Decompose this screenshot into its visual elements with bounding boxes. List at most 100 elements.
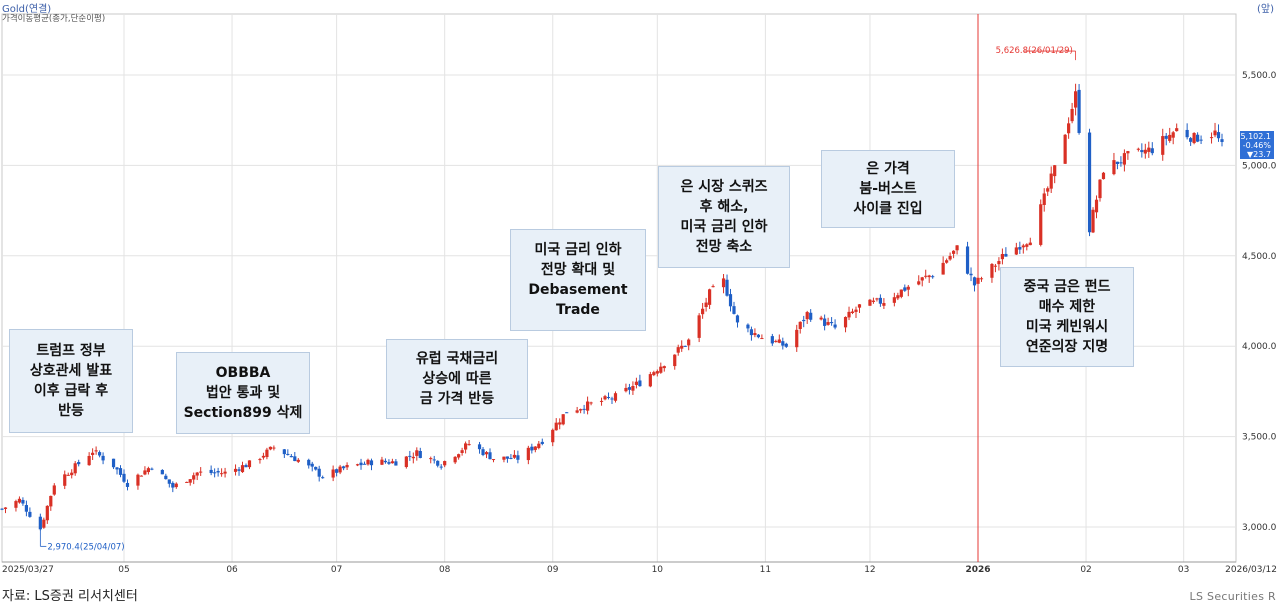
- candle-body: [1119, 162, 1123, 164]
- annotation-line: 미국 케빈워시: [1025, 319, 1109, 335]
- candle: [1000, 248, 1004, 265]
- candle: [237, 466, 241, 476]
- x-tick-label: 02: [1080, 565, 1091, 575]
- candle: [484, 451, 489, 459]
- candle: [185, 481, 189, 483]
- candle: [355, 463, 360, 467]
- x-tick-label: 06: [226, 565, 238, 575]
- candle-body: [732, 306, 736, 314]
- candle: [627, 383, 632, 395]
- candle-body: [143, 470, 147, 475]
- candle: [599, 397, 604, 406]
- candle: [1213, 122, 1217, 138]
- candle: [24, 500, 28, 517]
- annotation-line: 은 가격: [866, 161, 910, 177]
- candle-body: [993, 265, 998, 267]
- candle: [52, 483, 56, 496]
- candle: [1189, 136, 1193, 146]
- candle-body: [809, 312, 813, 320]
- candle: [582, 404, 586, 414]
- candle: [1115, 161, 1120, 170]
- candle: [701, 302, 705, 319]
- candle: [917, 275, 921, 286]
- candle-body: [73, 463, 77, 474]
- candle-body: [1087, 132, 1092, 233]
- annotation-box: OBBBA 법안 통과 및 Section899 삭제: [176, 352, 310, 434]
- candle-body: [875, 298, 879, 300]
- candle: [362, 461, 367, 465]
- candle: [331, 465, 335, 482]
- candle-body: [805, 312, 809, 320]
- candle: [979, 276, 984, 282]
- annotation-box: 유럽 국채금리 상승에 따른 금 가격 반등: [386, 339, 528, 419]
- candle-body: [432, 459, 436, 461]
- candle: [878, 294, 882, 307]
- candle-body: [331, 469, 335, 478]
- candle-body: [1196, 134, 1200, 142]
- candle: [42, 517, 46, 529]
- change-pct: -0.46%: [1242, 141, 1271, 150]
- candle: [164, 473, 168, 480]
- candle: [756, 333, 760, 339]
- candle-body: [1220, 139, 1224, 142]
- candle: [575, 406, 579, 414]
- annotation-line: 반등: [58, 403, 84, 419]
- candle: [115, 466, 119, 475]
- candle-body: [213, 472, 217, 474]
- candle-body: [244, 465, 248, 468]
- candle: [610, 396, 614, 404]
- candle: [415, 447, 419, 461]
- x-tick-label: 2026: [965, 565, 990, 575]
- candle-body: [551, 429, 555, 443]
- candle-body: [307, 459, 311, 466]
- y-axis: 3,000.0 3,500.0 4,000.0 4,500.0 5,000.0 5,500…: [1242, 71, 1277, 533]
- candle-body: [1216, 132, 1221, 139]
- candle-body: [1039, 204, 1043, 245]
- candle-body: [1140, 150, 1144, 153]
- chart-title: Gold(연결): [2, 4, 52, 15]
- candle-body: [0, 508, 4, 510]
- candle-body: [443, 461, 447, 466]
- candle-body: [45, 505, 49, 521]
- candle-body: [582, 408, 586, 410]
- candle-body: [1098, 179, 1102, 199]
- candle: [268, 446, 272, 451]
- candle: [317, 465, 321, 482]
- candle: [247, 460, 252, 470]
- candle-body: [209, 469, 213, 474]
- candle-body: [115, 467, 119, 470]
- candle-body: [701, 308, 705, 315]
- candle: [17, 496, 22, 504]
- candle-body: [854, 309, 858, 312]
- y-tick-label: 3,500.0: [1242, 433, 1277, 443]
- candle-body: [1150, 148, 1154, 154]
- candle: [122, 469, 126, 484]
- candle-body: [342, 466, 346, 469]
- candle: [3, 507, 8, 514]
- candle: [1028, 237, 1032, 246]
- candle: [380, 456, 384, 466]
- candle-body: [3, 507, 8, 509]
- candle-body: [899, 289, 903, 297]
- candle: [826, 317, 830, 326]
- candle-body: [188, 479, 192, 483]
- candle: [512, 450, 516, 459]
- gold-candlestick-chart: 3,000.0 3,500.0 4,000.0 4,500.0 5,000.0 5,500…: [0, 13, 1277, 575]
- candle-body: [136, 474, 140, 486]
- annotation-box: 은 가격 붐-버스트 사이클 진입: [821, 150, 955, 228]
- candle: [1126, 150, 1130, 160]
- candle-body: [673, 354, 677, 367]
- candle: [443, 460, 447, 468]
- candle: [369, 458, 374, 471]
- candle: [760, 334, 764, 340]
- candle: [721, 274, 726, 294]
- annotation-line: Trade: [556, 302, 600, 318]
- candle-body: [286, 453, 290, 456]
- indicator-legend: 가격이동평균(종가,단순이평): [2, 14, 106, 24]
- candle-body: [627, 387, 632, 390]
- candle-body: [460, 450, 464, 453]
- candle-body: [338, 466, 342, 473]
- annotation-line: Debasement: [528, 282, 628, 298]
- candle: [488, 448, 492, 460]
- candle: [854, 306, 858, 318]
